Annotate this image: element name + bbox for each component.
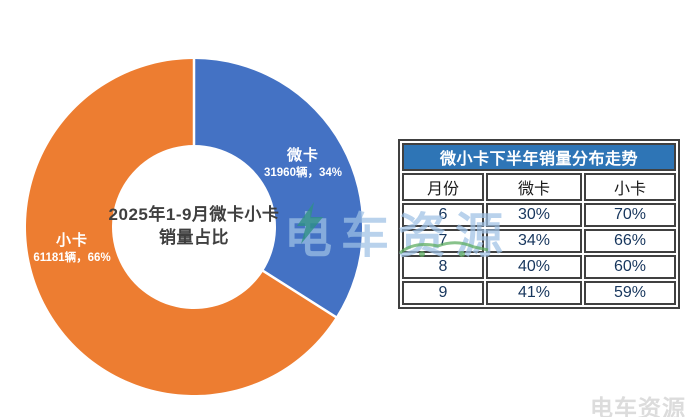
slice-name-small-truck: 小卡	[55, 232, 88, 249]
table-row: 9 41% 59%	[402, 281, 677, 305]
slice-value-micro-truck: 31960辆，34%	[264, 166, 342, 179]
table-cell: 34%	[486, 229, 582, 253]
table-cell: 70%	[584, 203, 677, 227]
donut-slice-2	[25, 59, 336, 396]
table-title: 微小卡下半年销量分布走势	[402, 143, 677, 171]
slice-value-small-truck: 61181辆，66%	[33, 251, 111, 264]
slice-divider	[261, 269, 338, 319]
table-row: 7 34% 66%	[402, 229, 677, 253]
table-cell: 30%	[486, 203, 582, 227]
table-cell: 41%	[486, 281, 582, 305]
table-column-header: 小卡	[584, 173, 677, 201]
sales-distribution-table: 微小卡下半年销量分布走势 月份 微卡 小卡 6 30% 70% 7 34% 66% 8 40% 60…	[398, 139, 681, 309]
table-column-header: 月份	[402, 173, 484, 201]
table-cell: 60%	[584, 255, 677, 279]
table-column-header: 微卡	[486, 173, 582, 201]
table-row: 6 30% 70%	[402, 203, 677, 227]
table-cell: 9	[402, 281, 484, 305]
donut-slice-1	[194, 59, 362, 318]
donut-center-title: 2025年1-9月微卡小卡 销量占比	[94, 203, 294, 249]
table-cell: 40%	[486, 255, 582, 279]
table-row: 8 40% 60%	[402, 255, 677, 279]
slice-label-micro-truck: 微卡 31960辆，34%	[252, 147, 354, 180]
table-cell: 7	[402, 229, 484, 253]
table-cell: 59%	[584, 281, 677, 305]
table-cell: 66%	[584, 229, 677, 253]
center-title-line1: 2025年1-9月微卡小卡	[108, 205, 280, 224]
table-cell: 8	[402, 255, 484, 279]
center-title-line2: 销量占比	[159, 228, 229, 247]
slice-name-micro-truck: 微卡	[286, 147, 319, 164]
table-header-row: 月份 微卡 小卡	[402, 173, 677, 201]
table-title-row: 微小卡下半年销量分布走势	[402, 143, 677, 171]
slice-label-small-truck: 小卡 61181辆，66%	[20, 232, 124, 265]
table-cell: 6	[402, 203, 484, 227]
